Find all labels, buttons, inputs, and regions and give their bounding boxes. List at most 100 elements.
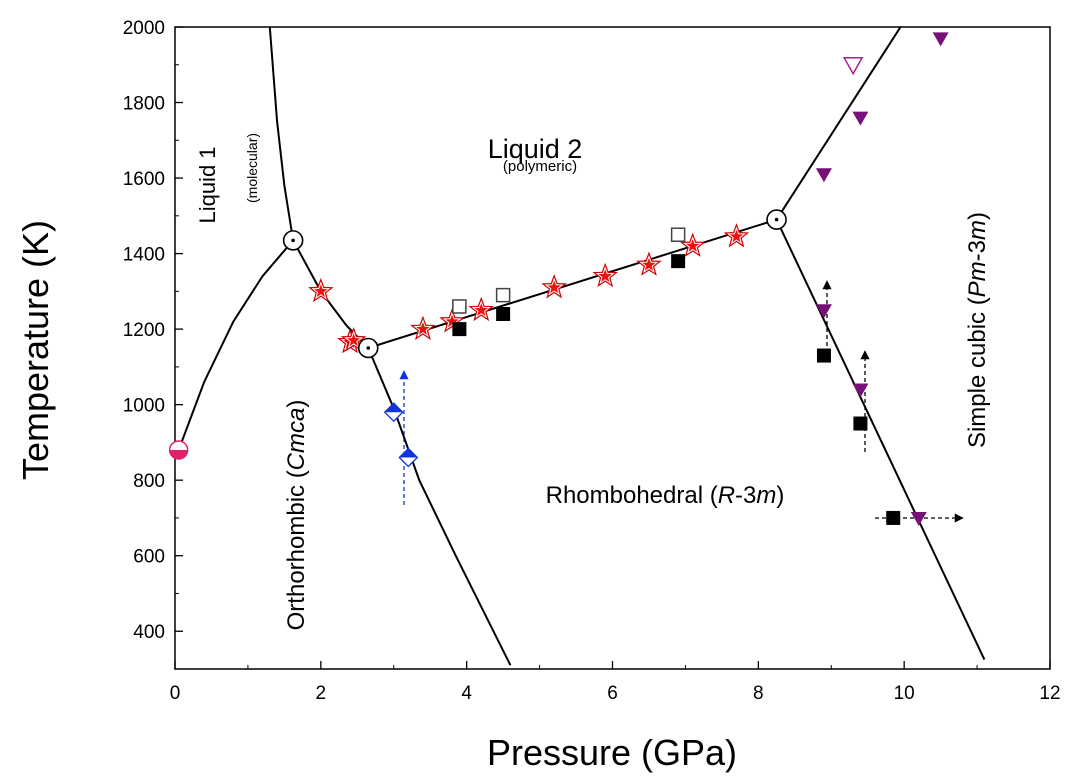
annotation-part: ) [283,400,310,408]
y-tick-label: 800 [133,471,165,492]
data-point [452,299,467,314]
data-point [852,383,869,398]
y-tick-label: 1800 [123,94,165,115]
annotation: (polymeric) [503,158,577,175]
data-point [636,251,662,276]
phase-boundary [775,26,902,221]
phase-boundary [268,26,295,241]
star-inner [726,226,746,245]
phase-boundary [292,239,369,349]
triple-dot [366,346,371,350]
annotation-part: (molecular) [244,133,260,203]
triple-dot [774,217,779,222]
x-axis-title: Pressure (GPa) [487,732,737,773]
data-point [815,168,832,183]
y-tick-label: 1000 [123,396,165,417]
data-point [410,315,436,340]
star-inner [683,236,703,255]
star-inner [595,266,615,285]
star-inner [544,277,564,296]
data-point [495,287,511,303]
y-tick-label: 1600 [123,169,165,190]
data-point [852,111,869,126]
diamond-fill [399,448,418,458]
annotation-part: Cmca [283,408,310,471]
y-tick-label: 1400 [123,245,165,266]
data-point [168,440,189,460]
data-point [308,277,334,303]
data-point [932,32,949,47]
annotation-part: ) [776,482,784,509]
triangle [910,511,927,526]
annotations: Liquid 1 (molecular) Liquid 2 (polymeric… [195,133,991,630]
star [592,262,618,288]
data-point [815,304,832,319]
star-inner [311,281,331,300]
annotation-part: Rhombohedral ( [546,482,718,509]
annotation: Orthorhombic (Cmca) [283,400,310,631]
data-point [282,230,304,251]
star-inner [639,254,659,273]
phase-boundary [367,347,512,666]
triangle [842,57,864,76]
triangle [932,32,949,47]
annotation-part: Liquid 2 [488,134,583,164]
data-point [842,57,864,76]
data-point [439,308,465,333]
data-point [671,254,686,269]
y-tick-label: 2000 [123,18,165,39]
square [495,287,511,303]
star-inner [471,300,491,319]
star [723,223,750,248]
annotation-part: Orthorhombic ( [283,470,310,630]
x-tick-label: 2 [316,683,327,704]
data-point [340,327,367,352]
star [636,251,662,276]
annotation: Rhombohedral (R-3m) [546,482,785,509]
phase-boundary [177,239,294,451]
annotation-part: Pm [964,261,991,297]
y-tick-label: 600 [133,547,165,568]
triangle [852,383,869,398]
data-point [496,307,511,322]
data-point [723,223,750,248]
star [439,308,465,333]
square [853,416,868,431]
data-point [383,402,404,423]
star [541,274,567,299]
star [340,327,367,352]
data-point [357,337,379,359]
data-point [816,348,831,363]
square [816,348,831,363]
annotation-part: R [718,482,735,509]
diamond-fill [384,403,403,413]
square [886,510,901,525]
phase-boundary [775,219,986,660]
phase-boundary [367,218,777,349]
x-tick-label: 10 [894,683,915,704]
x-tick-label: 12 [1039,683,1060,704]
data-point [468,296,495,322]
y-tick-label: 400 [133,622,165,643]
data-point [541,274,567,299]
data-point [679,232,706,257]
x-tick-label: 8 [753,683,764,704]
star-inner [413,319,433,338]
star-inner [344,330,364,349]
triangle [815,304,832,319]
star [410,315,436,340]
y-tick-label: 1200 [123,320,165,341]
square [670,227,686,242]
triangle [852,111,869,126]
annotation-part: ) [964,212,991,220]
annotation-part: m [964,220,991,240]
y-axis-title: Temperature (K) [15,220,56,480]
annotation-part: -3 [964,240,991,261]
annotation: Liquid 1 [195,146,220,223]
circle-fill [169,449,188,459]
data-point [886,510,901,525]
annotation-part: -3 [735,482,756,509]
star-inner [442,311,462,330]
square [452,299,467,314]
